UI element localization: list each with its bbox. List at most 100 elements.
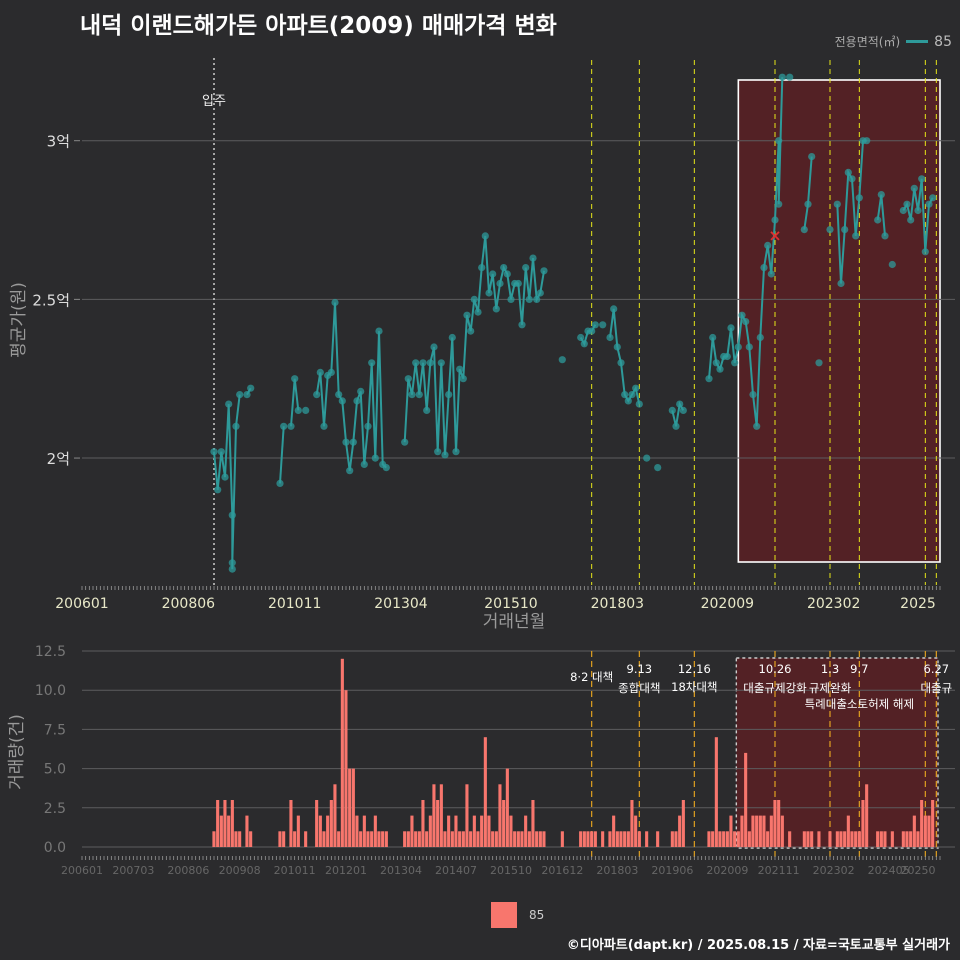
x-tick-label: 2025 (900, 596, 936, 612)
price-point (914, 206, 922, 215)
price-point (580, 340, 588, 348)
x-tick-label: 202302 (807, 596, 860, 612)
volume-bar (333, 784, 337, 847)
price-point (903, 200, 911, 208)
price-point (877, 191, 885, 199)
volume-bar (780, 815, 784, 847)
volume-bar (483, 737, 487, 847)
price-point (338, 397, 346, 405)
volume-bar (513, 831, 517, 847)
price-point (320, 422, 328, 430)
price-point (676, 400, 684, 408)
volume-bar (278, 831, 282, 847)
price-point (760, 264, 768, 272)
price-point (599, 321, 607, 329)
bar-x-tick-label: 202405 (868, 864, 910, 877)
price-point (291, 375, 299, 383)
price-point (672, 422, 680, 430)
price-point (349, 438, 357, 446)
price-point (247, 384, 255, 392)
price-point (518, 321, 526, 329)
volume-bar (403, 831, 407, 847)
bar-legend-swatch (491, 902, 517, 928)
price-point (485, 289, 493, 297)
price-point (727, 324, 735, 332)
price-point (723, 352, 731, 361)
price-point (738, 311, 746, 319)
x-tick-label: 200806 (162, 596, 216, 612)
price-point (837, 279, 845, 288)
volume-bar (293, 831, 297, 847)
bar-x-tick-label: 200908 (219, 864, 261, 877)
price-point (287, 422, 295, 430)
price-point (921, 248, 929, 256)
volume-bar (447, 815, 451, 847)
top-legend: 전용면적(㎡) 85 (835, 33, 952, 50)
price-point (734, 343, 742, 351)
volume-bar (315, 800, 319, 847)
price-point (412, 359, 420, 367)
volume-bar (520, 831, 524, 847)
volume-bar (417, 831, 421, 847)
price-point (536, 289, 544, 297)
volume-bar (502, 800, 506, 847)
volume-bar (681, 800, 685, 847)
volume-bar (758, 815, 762, 847)
price-point (371, 454, 379, 462)
volume-bar (527, 831, 531, 847)
volume-bar (637, 831, 641, 847)
price-point (745, 343, 753, 351)
volume-bar (736, 831, 740, 847)
price-line-segment (279, 426, 285, 484)
price-point (459, 375, 467, 383)
price-point (628, 391, 636, 399)
volume-bar (542, 831, 546, 847)
volume-bar (230, 800, 234, 847)
policy-title-label: 대출규 (920, 681, 952, 695)
price-point (632, 384, 640, 392)
volume-bar (714, 737, 718, 847)
volume-bar (370, 831, 374, 847)
price-point (775, 137, 783, 145)
volume-bar (381, 831, 385, 847)
volume-bar (612, 815, 616, 847)
price-point (232, 422, 240, 430)
volume-bar (560, 831, 564, 847)
volume-bar (634, 815, 638, 847)
volume-bar (762, 815, 766, 847)
price-point (753, 422, 761, 430)
legend-line-swatch (906, 40, 929, 43)
price-point (514, 279, 522, 288)
price-line-segment (290, 378, 300, 427)
bar-x-tick-label: 202302 (813, 864, 855, 877)
volume-bar (590, 831, 594, 847)
policy-title-label: 규제완화 (809, 681, 852, 695)
volume-bar (289, 800, 293, 847)
price-point (679, 406, 687, 414)
price-point (221, 473, 229, 481)
bar-y-tick-label: 10.0 (35, 683, 66, 699)
x-tick-label: 200601 (55, 596, 108, 612)
legend-title: 전용면적(㎡) (834, 35, 901, 49)
volume-bar (362, 815, 366, 847)
price-point (654, 464, 662, 472)
bar-x-tick-label: 202009 (706, 864, 748, 877)
volume-bar (359, 831, 363, 847)
bar-x-tick-label: 202111 (758, 864, 800, 877)
price-point (764, 241, 772, 249)
price-point (404, 375, 412, 383)
price-point (448, 333, 456, 342)
volume-bar (835, 831, 839, 847)
volume-bar (245, 815, 249, 847)
volume-bar (414, 831, 418, 847)
price-point (357, 387, 365, 395)
volume-bar (861, 800, 865, 847)
price-point (775, 200, 783, 208)
volume-bar (879, 831, 883, 847)
price-line-segment (671, 401, 685, 427)
price-point (489, 270, 497, 278)
volume-bar (524, 815, 528, 847)
volume-bar (843, 831, 847, 847)
price-point (613, 343, 621, 351)
